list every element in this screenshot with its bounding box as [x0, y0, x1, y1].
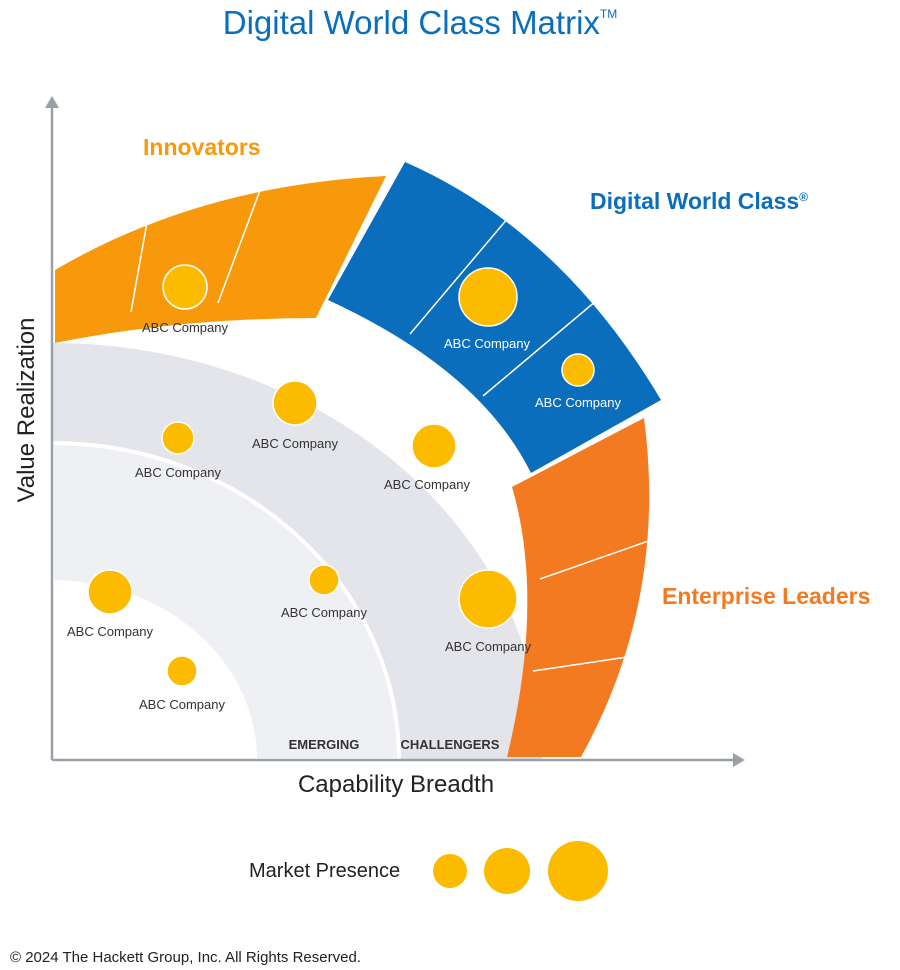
y-axis-arrow — [45, 96, 59, 108]
x-axis-label: Capability Breadth — [298, 771, 494, 798]
innovators-band — [55, 176, 386, 343]
segment-label: Enterprise Leaders — [662, 583, 870, 609]
legend-bubble — [484, 848, 530, 894]
band-divider — [217, 176, 266, 304]
company-bubble — [166, 655, 198, 687]
company-bubble — [458, 267, 518, 327]
company-label: ABC Company — [67, 624, 153, 639]
band-divider — [532, 655, 635, 672]
company-bubble — [162, 264, 208, 310]
company-bubble — [458, 569, 518, 629]
legend-label: Market Presence — [249, 860, 400, 882]
segment-label: CHALLENGERS — [401, 737, 500, 752]
company-label: ABC Company — [445, 639, 531, 654]
inner-region — [52, 580, 257, 760]
segment-label: EMERGING — [289, 737, 360, 752]
company-bubble — [308, 564, 340, 596]
company-label: ABC Company — [281, 605, 367, 620]
title: Digital World Class MatrixTM — [223, 4, 617, 41]
legend-bubble — [548, 841, 608, 901]
footer: © 2024 The Hackett Group, Inc. All Right… — [10, 949, 361, 966]
segment-label: Digital World Class® — [590, 188, 808, 214]
segment-label-text: Digital World Class — [590, 188, 799, 214]
company-label: ABC Company — [384, 477, 470, 492]
company-bubble — [161, 421, 195, 455]
segment-mark: ® — [799, 190, 808, 204]
company-bubble — [272, 380, 318, 426]
company-label: ABC Company — [252, 436, 338, 451]
company-label: ABC Company — [142, 320, 228, 335]
band-divider — [482, 289, 610, 397]
segment-label: Innovators — [143, 134, 261, 160]
company-label: ABC Company — [139, 697, 225, 712]
company-bubble — [87, 569, 133, 615]
enterprise-leaders-band — [507, 418, 650, 757]
company-bubble — [411, 423, 457, 469]
band-divider — [130, 210, 150, 313]
band-divider — [409, 204, 520, 335]
band-divider — [539, 537, 658, 580]
title-text: Digital World Class Matrix — [223, 4, 601, 41]
y-axis-label: Value Realization — [13, 317, 40, 502]
company-label: ABC Company — [444, 336, 530, 351]
x-axis-arrow — [733, 753, 745, 767]
title-mark: TM — [600, 7, 617, 21]
company-bubble — [561, 353, 595, 387]
companies: ABC Company ABC Company ABC Company ABC Com… — [67, 264, 621, 712]
company-label: ABC Company — [135, 465, 221, 480]
company-label: ABC Company — [535, 395, 621, 410]
legend-bubble — [433, 854, 467, 888]
